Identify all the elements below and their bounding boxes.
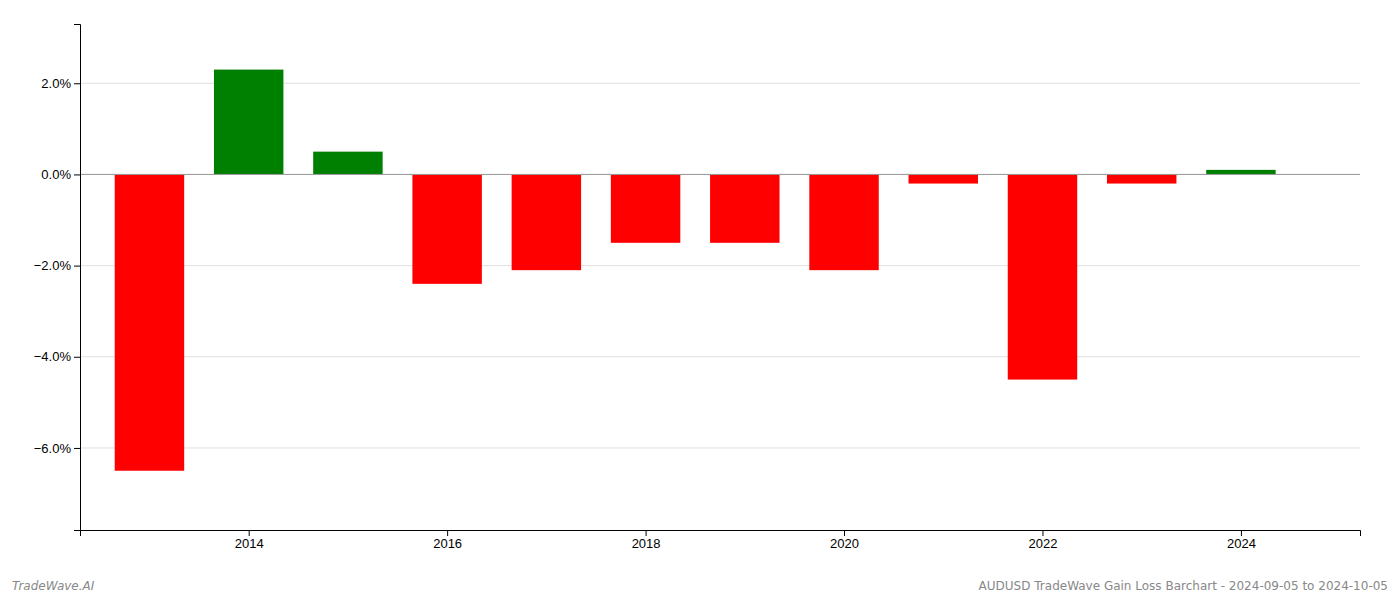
bar	[313, 152, 382, 175]
watermark: TradeWave.AI	[12, 579, 95, 593]
y-tick-label: −2.0%	[34, 258, 72, 273]
x-tick-label: 2020	[830, 536, 859, 551]
bar	[809, 174, 878, 270]
grid-line	[80, 174, 1360, 175]
x-tick-label: 2018	[632, 536, 661, 551]
plot: 2014 2016 2018 2020 2022 2024 −6.0% −4.0% −2.0% 0…	[34, 25, 1361, 552]
x-tick: 2022	[1029, 530, 1058, 551]
x-tick: 2024	[1227, 530, 1256, 551]
y-tick: 0.0%	[41, 167, 80, 182]
y-tick: −6.0%	[34, 441, 80, 456]
x-tick-mark	[447, 530, 448, 536]
chart: 2014 2016 2018 2020 2022 2024 −6.0% −4.0% −2.0% 0…	[0, 0, 1400, 600]
y-tick-mark	[74, 357, 80, 358]
bar	[512, 174, 581, 270]
y-tick-mark	[74, 448, 80, 449]
annotations: TradeWave.AI AUDUSD TradeWave Gain Loss B…	[12, 579, 1388, 593]
grid-line	[80, 265, 1360, 266]
x-tick-mark	[1042, 530, 1043, 536]
y-tick-mark	[74, 174, 80, 175]
x-tick-label: 2022	[1029, 536, 1058, 551]
bar	[909, 174, 978, 183]
y-tick: −4.0%	[34, 349, 80, 364]
grid-line	[80, 447, 1360, 448]
y-tick: −2.0%	[34, 258, 80, 273]
watermark: AUDUSD TradeWave Gain Loss Barchart - 20…	[979, 579, 1388, 593]
zero-line	[80, 174, 1360, 175]
bar	[115, 174, 184, 470]
x-tick-label: 2014	[235, 536, 264, 551]
x-tick-label: 2024	[1227, 536, 1256, 551]
y-tick-label: −4.0%	[34, 349, 72, 364]
bar	[1107, 174, 1176, 183]
y-tick-label: 2.0%	[41, 76, 71, 91]
bar	[1206, 170, 1275, 175]
bar	[710, 174, 779, 242]
y-tick: 2.0%	[41, 76, 80, 91]
y-tick-label: −6.0%	[34, 441, 72, 456]
bars	[115, 70, 1276, 471]
bar	[214, 70, 283, 175]
x-tick: 2020	[830, 530, 859, 551]
x-axis-line	[81, 531, 1361, 537]
bar	[1008, 174, 1077, 379]
grid-line	[80, 356, 1360, 357]
x-tick-mark	[249, 530, 250, 536]
x-tick: 2014	[235, 530, 264, 551]
x-tick: 2016	[433, 530, 462, 551]
y-tick-mark	[74, 266, 80, 267]
x-tick: 2018	[632, 530, 661, 551]
y-tick-label: 0.0%	[41, 167, 71, 182]
x-tick-mark	[844, 530, 845, 536]
y-axis-line	[74, 25, 81, 531]
bar	[611, 174, 680, 242]
x-tick-mark	[1241, 530, 1242, 536]
bar	[412, 174, 481, 283]
y-tick-mark	[74, 83, 80, 84]
x-tick-label: 2016	[433, 536, 462, 551]
x-axis: 2014 2016 2018 2020 2022 2024	[81, 530, 1361, 551]
y-axis: −6.0% −4.0% −2.0% 0.0% 2.0%	[34, 25, 81, 531]
x-tick-mark	[646, 530, 647, 536]
